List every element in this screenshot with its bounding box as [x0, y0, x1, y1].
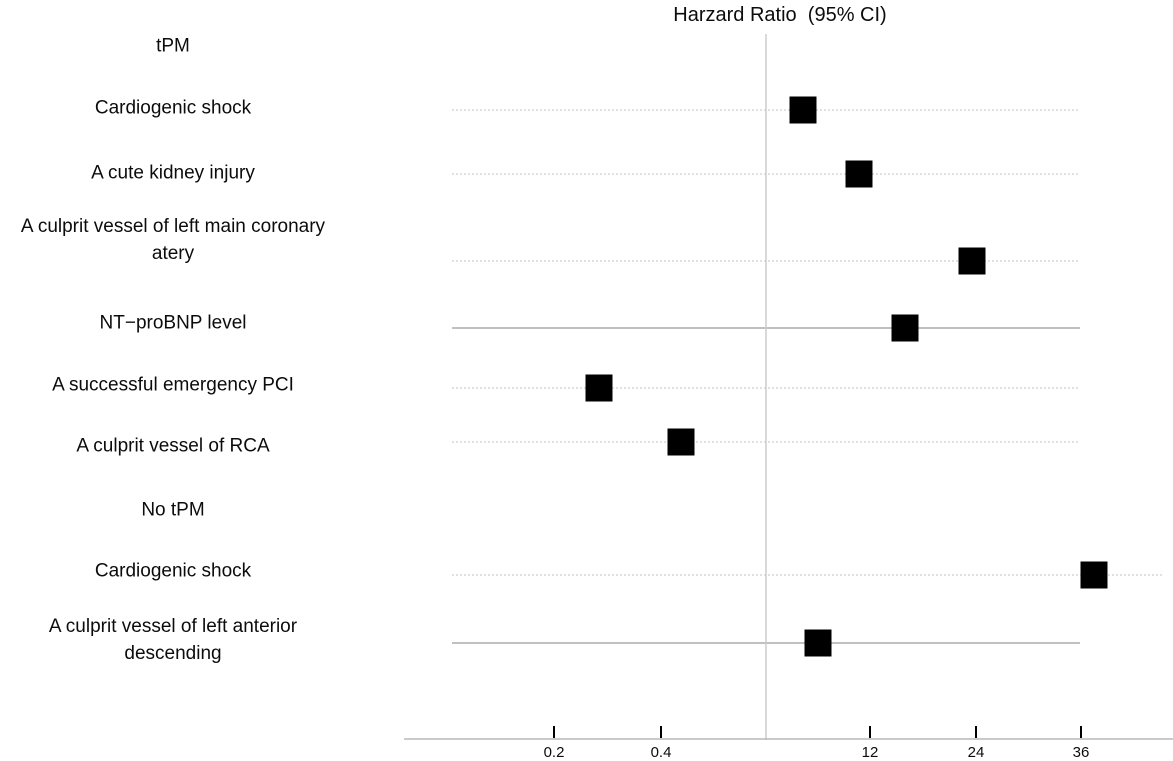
- hr-marker: [958, 247, 986, 275]
- row-header-label: No tPM: [141, 499, 205, 521]
- hr-marker: [667, 428, 695, 456]
- row-label: A culprit vessel of left main coronary a…: [20, 216, 326, 264]
- axis-tick-label: 24: [968, 744, 985, 761]
- hr-marker: [789, 96, 817, 124]
- row-label: Cardiogenic shock: [94, 560, 252, 582]
- row-label: A culprit vessel of RCA: [76, 435, 270, 457]
- axis-tick-label: 36: [1073, 744, 1090, 761]
- hr-marker: [804, 629, 832, 657]
- axis-tick-label: 0.4: [651, 744, 672, 761]
- row-label: Cardiogenic shock: [94, 97, 252, 119]
- hr-marker: [1080, 561, 1108, 589]
- row-label: A cute kidney injury: [91, 162, 255, 184]
- hr-marker: [891, 314, 919, 342]
- hr-marker: [585, 374, 613, 402]
- row-label: A successful emergency PCI: [52, 374, 294, 396]
- row-label: NT−proBNP level: [99, 312, 247, 334]
- row-header-label: tPM: [156, 35, 190, 57]
- chart-title: Harzard Ratio (95% CI): [673, 4, 887, 26]
- axis-tick-label: 0.2: [544, 744, 565, 761]
- hr-marker: [845, 160, 873, 188]
- axis-tick-label: 12: [862, 744, 879, 761]
- row-label: A culprit vessel of left anterior descen…: [48, 616, 298, 664]
